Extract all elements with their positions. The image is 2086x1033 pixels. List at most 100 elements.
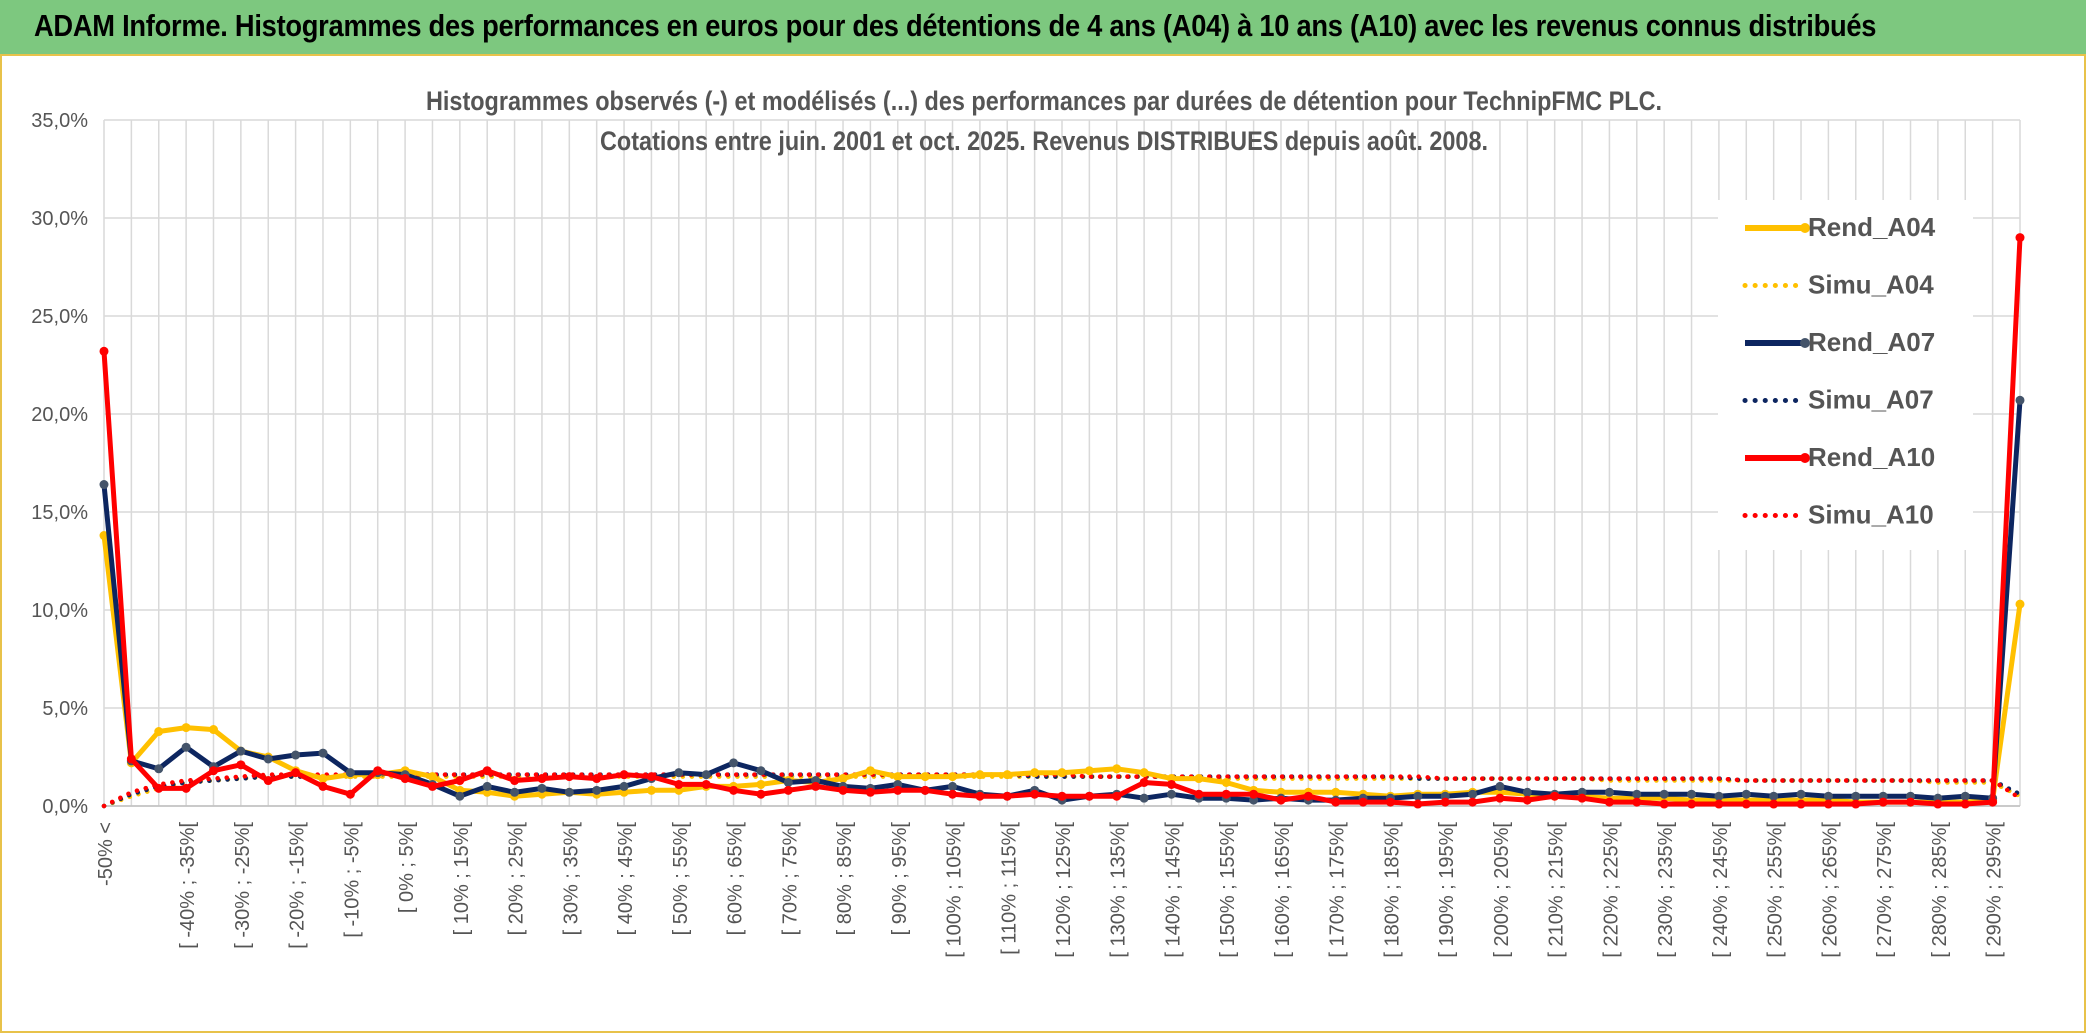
data-point [1906, 797, 1916, 807]
x-tick-label: [ 190% ; 195%[ [1436, 822, 1458, 958]
data-point [482, 766, 492, 776]
data-point [948, 781, 958, 791]
data-point [345, 789, 355, 799]
data-point [2015, 233, 2025, 243]
data-point [400, 774, 410, 784]
data-point [1331, 787, 1341, 797]
data-point [1358, 797, 1368, 807]
data-point [1468, 789, 1478, 799]
x-tick-label: [ 80% ; 85%[ [834, 822, 856, 936]
x-tick-label: [ 240% ; 245%[ [1710, 822, 1732, 958]
x-tick-label: [ 60% ; 65%[ [725, 822, 747, 936]
x-tick-label: [ 170% ; 175%[ [1327, 822, 1349, 958]
x-tick-label: [ 70% ; 75%[ [779, 822, 801, 936]
data-point [1550, 791, 1560, 801]
data-point [1604, 787, 1614, 797]
data-point [701, 770, 711, 780]
data-point [1741, 789, 1751, 799]
data-point [975, 770, 985, 780]
legend-label: Simu_A04 [1808, 270, 1934, 300]
data-point [1988, 797, 1998, 807]
legend-marker [1800, 338, 1810, 348]
x-tick-label: [ 200% ; 205%[ [1491, 822, 1513, 958]
data-point [427, 781, 437, 791]
data-point [783, 777, 793, 787]
legend-item-simu-a04: Simu_A04 [1742, 270, 1934, 300]
x-tick-label: [ 10% ; 15%[ [451, 822, 473, 936]
data-point [1659, 789, 1669, 799]
x-tick-label: [ 90% ; 95%[ [889, 822, 911, 936]
data-point [1714, 791, 1724, 801]
data-point [646, 785, 656, 795]
data-point [1468, 797, 1478, 807]
data-point [1002, 791, 1012, 801]
x-tick-label: [ 30% ; 35%[ [560, 822, 582, 936]
chart-title-line1: Histogrammes observés (-) et modélisés (… [426, 86, 1662, 116]
data-point [1851, 791, 1861, 801]
data-point [1632, 789, 1642, 799]
data-point [1495, 781, 1505, 791]
data-point [674, 779, 684, 789]
data-point [1522, 787, 1532, 797]
x-tick-label: [ 180% ; 185%[ [1381, 822, 1403, 958]
legend-marker [1800, 223, 1810, 233]
data-point [318, 748, 328, 758]
data-point [126, 754, 136, 764]
data-point [893, 772, 903, 782]
data-point [811, 781, 821, 791]
data-point [455, 776, 465, 786]
data-point [154, 764, 164, 774]
data-point [510, 787, 520, 797]
data-point [1687, 799, 1697, 809]
legend-item-rend-a07: Rend_A07 [1745, 327, 1935, 357]
data-point [1002, 770, 1012, 780]
x-tick-label: [ 40% ; 45%[ [615, 822, 637, 936]
data-point [99, 346, 109, 356]
data-point [1084, 791, 1094, 801]
data-point [1139, 768, 1149, 778]
legend-label: Rend_A07 [1808, 327, 1935, 357]
data-point [1769, 799, 1779, 809]
x-tick-label: [ 0% ; 5%[ [396, 822, 418, 914]
data-point [1303, 791, 1313, 801]
data-point [975, 791, 985, 801]
x-tick-label: [ -20% ; -15%[ [287, 822, 309, 949]
y-tick-label: 10,0% [31, 600, 88, 622]
data-point [236, 760, 246, 770]
data-point [564, 772, 574, 782]
data-point [592, 774, 602, 784]
legend-background [1718, 200, 1973, 550]
data-point [865, 766, 875, 776]
x-tick-label: [ 290% ; 295%[ [1984, 822, 2006, 958]
data-point [920, 785, 930, 795]
data-point [948, 789, 958, 799]
data-point [99, 531, 109, 541]
chart-title-line2: Cotations entre juin. 2001 et oct. 2025.… [600, 126, 1488, 156]
legend-label: Simu_A10 [1808, 500, 1934, 530]
data-point [783, 785, 793, 795]
y-tick-label: 15,0% [31, 502, 88, 524]
data-point [1823, 799, 1833, 809]
data-point [1194, 789, 1204, 799]
x-tick-label: [ -40% ; -35%[ [177, 822, 199, 949]
data-point [2015, 395, 2025, 405]
data-point [1112, 791, 1122, 801]
data-point [756, 789, 766, 799]
data-point [1331, 797, 1341, 807]
data-point [1249, 789, 1259, 799]
data-point [948, 772, 958, 782]
x-tick-label: [ 100% ; 105%[ [944, 822, 966, 958]
data-point [729, 785, 739, 795]
data-point [1030, 789, 1040, 799]
data-point [345, 768, 355, 778]
data-point [1413, 791, 1423, 801]
data-point [1659, 799, 1669, 809]
data-point [427, 772, 437, 782]
legend-item-rend-a04: Rend_A04 [1745, 212, 1936, 242]
x-tick-label: [ -10% ; -5%[ [341, 822, 363, 938]
x-tick-label: [ -30% ; -25%[ [232, 822, 254, 949]
x-tick-label: [ 120% ; 125%[ [1053, 822, 1075, 958]
data-point [1057, 768, 1067, 778]
data-point [674, 768, 684, 778]
